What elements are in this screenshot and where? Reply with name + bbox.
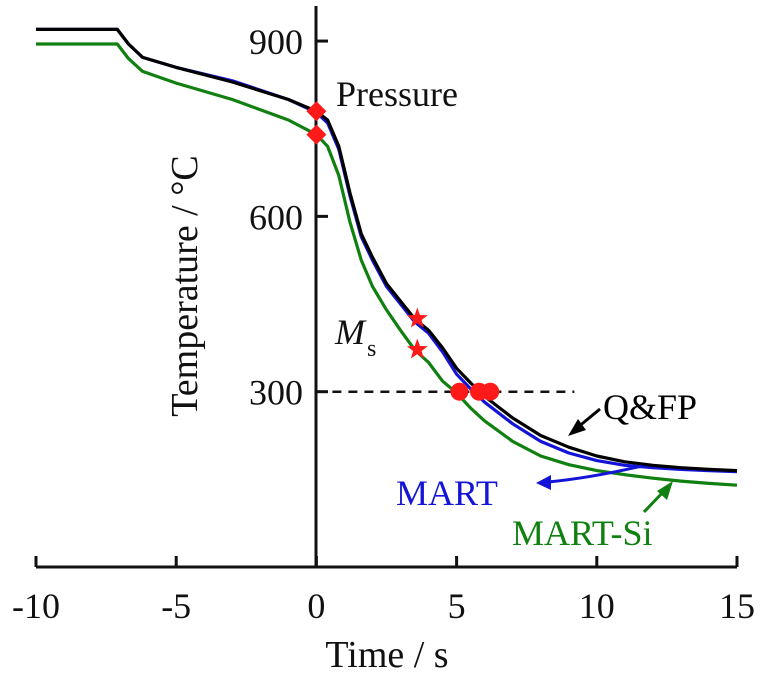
mart-arrow — [547, 464, 643, 484]
x-ticks: -10 -5 0 5 10 15 — [12, 556, 755, 626]
ms-star-marker — [406, 338, 428, 359]
qfp-arrowhead — [568, 419, 586, 436]
mart-si-arrowhead — [657, 481, 673, 500]
x-tick-label: 15 — [719, 586, 755, 626]
axes — [36, 6, 737, 569]
ms-star-marker — [406, 307, 428, 328]
series-line-mart-si — [36, 42, 738, 487]
mart-label: MART — [396, 473, 498, 513]
circle-marker-300 — [481, 382, 500, 401]
pressure-diamond-marker — [306, 124, 327, 145]
circle-marker-300 — [450, 382, 469, 401]
x-tick-label: 0 — [307, 586, 325, 626]
y-tick-label: 300 — [249, 373, 303, 413]
mart-si-label: MART-Si — [512, 513, 653, 553]
series-line-q-fp — [36, 27, 738, 473]
x-axis-title: Time / s — [325, 634, 448, 676]
x-tick-label: -10 — [12, 586, 60, 626]
y-ticks: 300 600 900 — [249, 22, 328, 413]
x-tick-label: 5 — [448, 586, 466, 626]
series-lines — [36, 27, 738, 487]
x-tick-label: 10 — [579, 586, 615, 626]
annotation-arrows — [536, 407, 673, 514]
y-tick-label: 900 — [249, 22, 303, 62]
x-tick-label: -5 — [161, 586, 191, 626]
y-axis-title: Temperature / °C — [164, 155, 206, 417]
pressure-diamond-marker — [306, 101, 327, 122]
qfp-label: Q&FP — [603, 387, 697, 427]
ms-subscript: s — [367, 336, 376, 362]
ms-label: M — [334, 312, 367, 352]
y-tick-label: 600 — [249, 197, 303, 237]
pressure-label: Pressure — [336, 74, 458, 114]
mart-arrowhead — [536, 475, 551, 490]
markers — [306, 101, 500, 401]
